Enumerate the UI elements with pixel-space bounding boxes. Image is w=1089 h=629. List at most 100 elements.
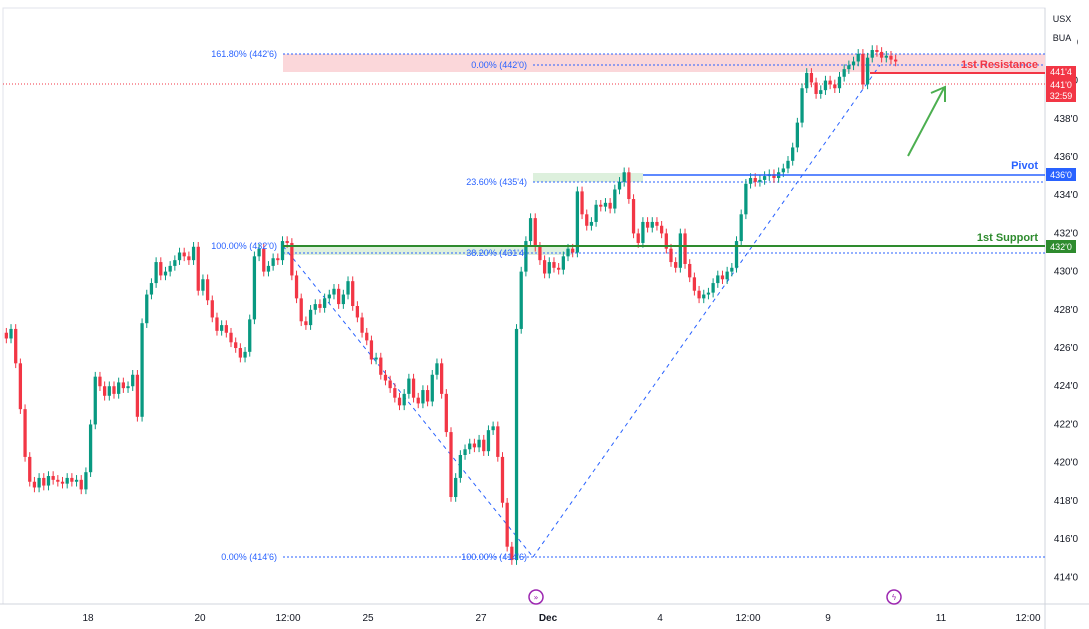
candle-up xyxy=(514,328,519,561)
price-tick-label: 430'0 xyxy=(1054,267,1079,278)
fib-lines xyxy=(283,53,1045,558)
candle-down xyxy=(365,332,369,341)
current-price-tag xyxy=(1046,78,1076,102)
candle-up xyxy=(716,275,720,284)
candle-down xyxy=(276,258,280,261)
candle-up xyxy=(748,178,753,184)
unit-label-top[interactable]: USX xyxy=(1047,10,1077,28)
candle-up xyxy=(622,172,626,182)
unit-label-bottom[interactable]: BUA xyxy=(1047,29,1077,47)
candle-down xyxy=(187,256,191,261)
candle-down xyxy=(285,241,289,243)
candle-up xyxy=(154,262,158,284)
svg-text:ϟ: ϟ xyxy=(891,593,896,602)
candle-down xyxy=(674,262,678,268)
candle-down xyxy=(585,214,589,226)
candle-down xyxy=(388,380,392,389)
candle-up xyxy=(823,80,828,91)
candle-up xyxy=(842,69,846,77)
candle-up xyxy=(65,477,69,484)
candle-up xyxy=(332,288,336,295)
candle-down xyxy=(196,246,200,291)
candle-up xyxy=(271,258,275,266)
candle-down xyxy=(210,300,214,318)
candle-down xyxy=(262,248,266,272)
time-tick-label: 18 xyxy=(82,613,94,624)
candle-up xyxy=(37,477,41,488)
time-tick-label: 9 xyxy=(825,613,831,624)
candle-up xyxy=(491,426,495,431)
price-tick-label: 436'0 xyxy=(1054,152,1079,163)
candle-up xyxy=(313,304,317,310)
candle-up xyxy=(613,189,617,209)
candle-up xyxy=(191,246,196,261)
candle-up xyxy=(730,267,734,272)
candle-down xyxy=(294,275,299,299)
candle-up xyxy=(781,168,785,173)
candle-down xyxy=(238,348,243,358)
candle-up xyxy=(524,241,528,272)
candle-up xyxy=(308,309,313,326)
candle-down xyxy=(444,393,448,433)
time-tick-label: 12:00 xyxy=(1015,613,1040,624)
candle-up xyxy=(463,449,467,455)
candle-down xyxy=(697,290,701,299)
candle-down xyxy=(411,378,416,398)
candle-up xyxy=(884,55,888,58)
candle-down xyxy=(500,456,505,503)
candle-down xyxy=(683,233,687,264)
resistance-zone xyxy=(283,54,1045,72)
candle-up xyxy=(46,476,51,486)
candle-down xyxy=(688,263,692,278)
candle-up xyxy=(327,294,331,299)
candle-down xyxy=(472,443,477,448)
candle-down xyxy=(814,82,818,94)
forecast-arrow xyxy=(907,85,946,157)
candle-down xyxy=(692,277,697,291)
candle-up xyxy=(402,393,406,406)
candle-down xyxy=(664,233,668,249)
candle-up xyxy=(589,221,594,226)
candle-down xyxy=(557,267,561,270)
candle-up xyxy=(706,292,711,295)
candle-up xyxy=(341,294,345,305)
candle-up xyxy=(477,439,481,448)
candle-up xyxy=(786,160,790,169)
candle-down xyxy=(809,72,814,83)
price-tick-label: 418'0 xyxy=(1054,496,1079,507)
candle-up xyxy=(145,294,149,324)
candle-up xyxy=(9,328,13,339)
price-tick-label: 422'0 xyxy=(1054,419,1079,430)
candle-up xyxy=(795,122,800,148)
candle-up xyxy=(93,376,97,425)
candle-up xyxy=(819,90,823,94)
lightning-event-icon[interactable]: ϟ xyxy=(886,589,902,605)
candle-down xyxy=(360,317,364,333)
time-tick-label: 20 xyxy=(194,613,206,624)
candle-up xyxy=(149,283,154,295)
time-tick-label: 12:00 xyxy=(275,613,300,624)
candle-up xyxy=(865,57,870,85)
candle-up xyxy=(758,179,762,182)
candle-down xyxy=(627,172,631,200)
candle-down xyxy=(51,476,55,480)
fib-label-236: 23.60% (435'4) xyxy=(466,177,527,187)
candle-down xyxy=(861,53,865,85)
candle-down xyxy=(23,409,27,457)
support-zone xyxy=(283,246,573,255)
price-tick-label: 434'0 xyxy=(1054,190,1079,201)
pivot-price-tag xyxy=(1046,168,1076,181)
candle-up xyxy=(435,363,439,375)
jump-to-realtime-icon[interactable]: » xyxy=(528,589,544,605)
candle-up xyxy=(322,298,327,308)
candle-up xyxy=(421,390,425,404)
support-price-tag-text: 432'0 xyxy=(1050,242,1072,252)
candle-up xyxy=(547,262,551,274)
candle-up xyxy=(856,53,860,62)
candle-down xyxy=(397,397,402,406)
candle-down xyxy=(337,288,341,305)
candle-up xyxy=(594,204,598,222)
candle-down xyxy=(234,342,238,349)
candle-up xyxy=(805,72,809,89)
